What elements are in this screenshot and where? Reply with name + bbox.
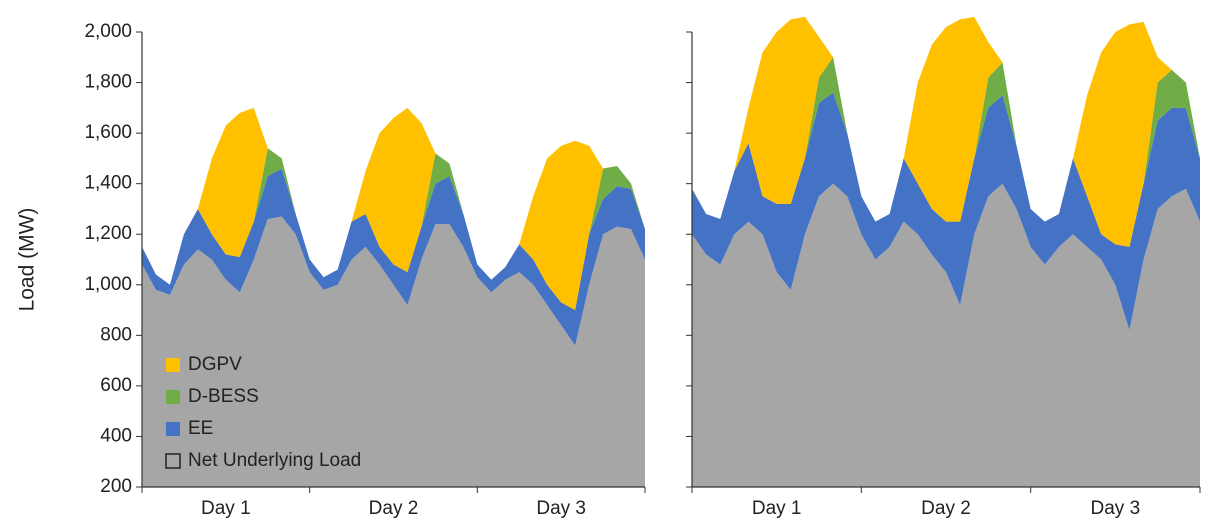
area (142, 107, 645, 311)
y-tick-label: 200 (100, 476, 132, 497)
x-tick-label: Day 2 (921, 498, 971, 519)
y-tick-label: 800 (100, 324, 132, 345)
area (692, 16, 1200, 247)
legend-label: EE (188, 418, 213, 439)
legend-label: Net Underlying Load (188, 450, 361, 471)
x-tick-label: Day 3 (1091, 498, 1141, 519)
area (142, 168, 645, 346)
x-tick-label: Day 1 (752, 498, 802, 519)
legend-swatch (166, 422, 180, 436)
y-axis-label: Load (MW) (16, 208, 39, 312)
x-tick-label: Day 1 (201, 498, 251, 519)
legend-label: D-BESS (188, 386, 259, 407)
legend-label: DGPV (188, 354, 242, 375)
area (692, 183, 1200, 487)
y-tick-label: 1,600 (84, 122, 132, 143)
y-tick-label: 1,400 (84, 173, 132, 194)
y-tick-label: 1,800 (84, 72, 132, 93)
legend-swatch (166, 358, 180, 372)
x-tick-label: Day 2 (369, 498, 419, 519)
y-tick-label: 600 (100, 375, 132, 396)
legend-swatch (166, 390, 180, 404)
y-tick-label: 2,000 (84, 21, 132, 42)
x-tick-label: Day 3 (536, 498, 586, 519)
y-tick-label: 1,000 (84, 274, 132, 295)
legend-swatch (165, 453, 181, 469)
area (692, 92, 1200, 331)
y-tick-label: 400 (100, 425, 132, 446)
y-tick-label: 1,200 (84, 223, 132, 244)
area (142, 216, 645, 487)
